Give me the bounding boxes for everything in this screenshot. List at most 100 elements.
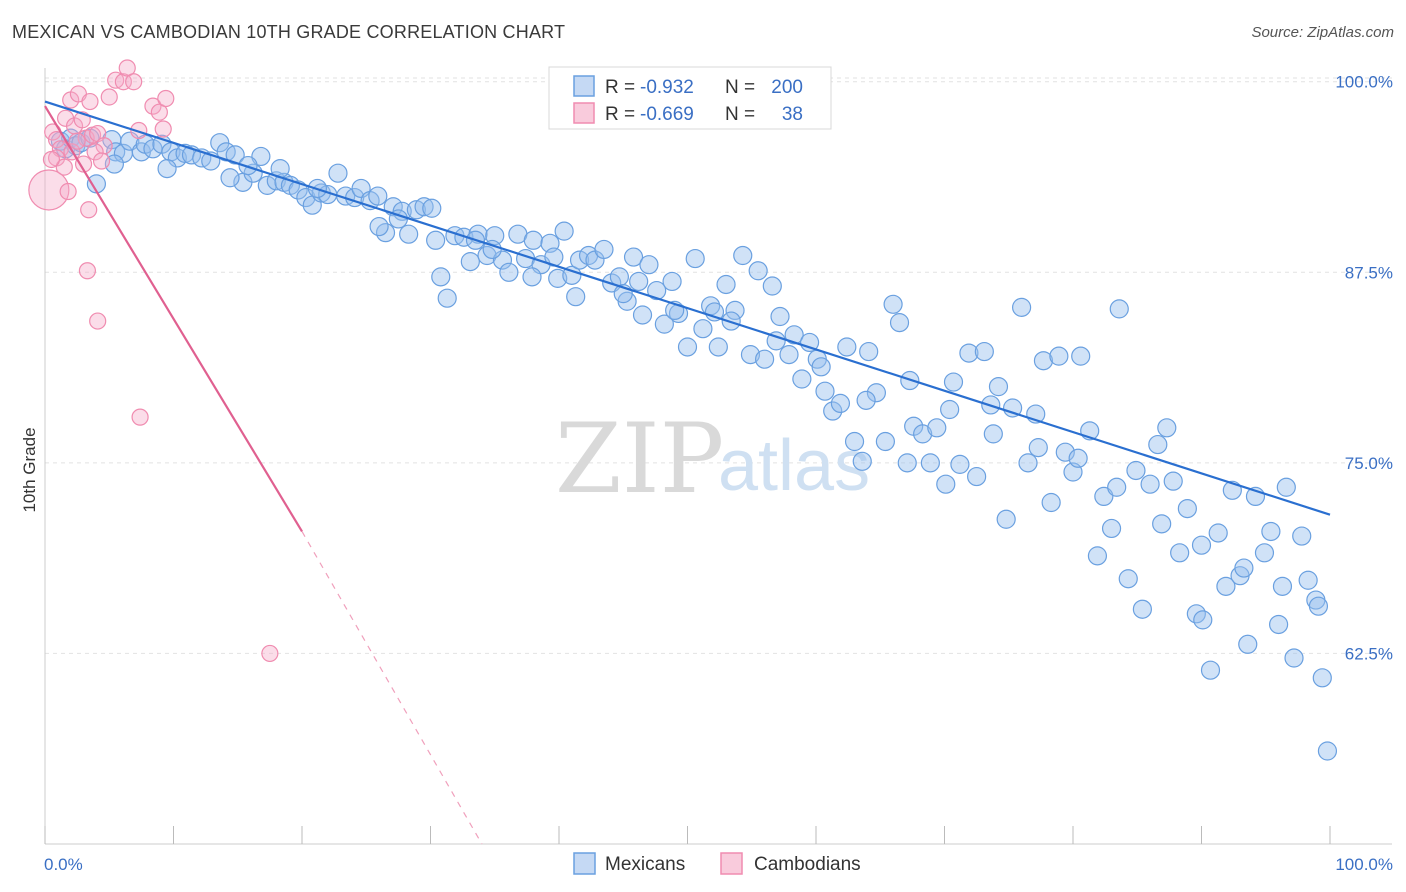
mexicans-point [889,313,910,333]
cambodians-point [89,312,107,330]
mexicans-point [1163,471,1183,491]
mexicans-point [623,247,644,267]
mexicans-point [779,345,799,365]
cambodians-point [130,121,148,140]
mexicans-point [1200,660,1221,680]
x-tick-label: 0.0% [44,855,83,874]
mexicans-point [1268,614,1289,635]
mexicans-point [1193,610,1213,630]
mexicans-point [522,267,542,287]
mexicans-point [830,393,851,414]
cambodians-point [81,92,99,111]
cambodians-point [100,88,118,106]
bottom-legend: Mexicans Cambodians [573,852,861,875]
mexicans-point [1254,543,1275,563]
mexicans-point [594,239,614,260]
cambodians-point [150,103,168,121]
cambodians-point [78,262,97,280]
legend-swatch-cambodians [573,102,595,124]
trend-line-mexicans [44,100,1331,516]
y-tick-label: 62.5% [1345,644,1393,663]
mexicans-point [1170,543,1190,563]
watermark-atlas: atlas [718,426,870,506]
mexicans-point [1126,460,1146,481]
bottom-legend-cambodians: Cambodians [754,854,861,875]
bottom-legend-mexicans: Mexicans [605,854,685,875]
mexicans-point [784,325,804,345]
mexicans-point [460,252,480,272]
y-axis-label: 10th Grade [20,427,39,512]
mexicans-point [866,383,886,403]
mexicans-point [875,431,895,452]
mexicans-point [328,163,348,183]
mexicans-point [959,343,979,363]
mexicans-point [1041,492,1061,513]
mexicans-point [936,474,956,494]
mexicans-point [1033,351,1054,371]
cambodians-point [92,152,111,170]
mexicans-point [1177,498,1197,519]
legend-r-value-2: -0.669 [640,104,694,125]
mexicans-point [748,261,768,281]
cambodians-point [28,169,70,211]
y-tick-label: 75.0% [1345,454,1393,473]
mexicans-point [823,401,843,421]
mexicans-point [562,265,582,285]
mexicans-point [368,186,388,206]
mexicans-point [811,357,831,377]
x-tick-labels: 0.0% 100.0% [44,855,1393,874]
mexicans-point [1109,299,1129,319]
mexicans-point [1068,448,1088,468]
mexicans-point [693,319,713,339]
mexicans-point [1118,569,1138,589]
mexicans-point [770,306,790,327]
mexicans-point [1238,634,1258,654]
mexicans-point [983,424,1003,444]
cambodians-point [74,155,93,173]
mexicans-point [1018,453,1038,473]
mexicans-point [1132,599,1152,619]
mexicans-point [920,453,940,473]
mexicans-point [677,337,698,357]
mexicans-point [1140,474,1160,494]
legend-n-value-1: 200 [771,77,803,98]
cambodians-point [59,182,77,201]
x-tick-label: 100.0% [1335,855,1393,874]
mexicans-point [639,255,659,275]
legend-n-value-2: 38 [782,104,803,125]
mexicans-point [1101,518,1122,539]
mexicans-point [414,197,434,217]
cambodians-point [68,132,86,150]
mexicans-point [1317,741,1338,761]
mexicans-point [1003,398,1023,418]
mexicans-point [844,431,865,452]
mexicans-point [437,288,457,308]
y-tick-label: 100.0% [1335,73,1393,92]
y-tick-label: 87.5% [1345,263,1393,282]
mexicans-point [1107,477,1127,497]
chart-title: MEXICAN VS CAMBODIAN 10TH GRADE CORRELAT… [12,22,566,42]
mexicans-point [406,200,426,220]
cambodians-point [125,73,143,91]
mexicans-point [1234,558,1254,578]
mexicans-point [950,454,970,474]
mexicans-point [629,271,649,292]
cambodians-point [144,97,162,115]
source-label: Source: ZipAtlas.com [1251,24,1394,41]
mexicans-point [1152,514,1172,534]
legend-r-label-1: R = [605,77,635,98]
mexicans-point [1071,346,1091,366]
bottom-swatch-cambodians [720,852,743,875]
mexicans-point [1312,668,1332,688]
mexicans-point [815,381,835,401]
mexicans-point [716,274,736,295]
cambodians-point [157,89,175,108]
mexicans-point [369,216,389,237]
mexicans-point [1208,523,1228,543]
mexicans-point [1157,418,1177,438]
mexicans-point [1276,477,1296,497]
mexicans-point [1298,570,1318,590]
mexicans-point [431,267,451,287]
trend-lines [44,100,1331,845]
